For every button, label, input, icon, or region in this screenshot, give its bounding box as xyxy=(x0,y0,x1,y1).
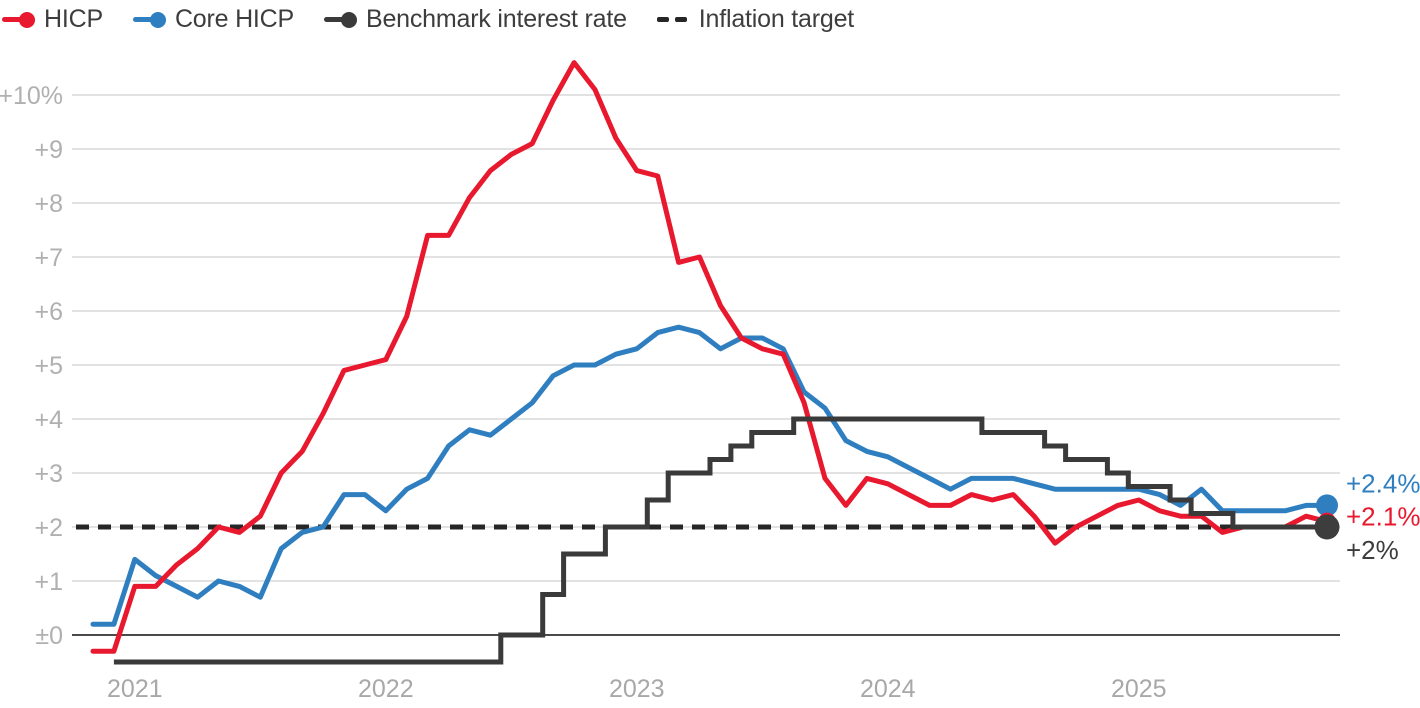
x-tick-label-2025: 2025 xyxy=(1111,675,1167,703)
x-tick-label-2023: 2023 xyxy=(609,675,665,703)
benchmark-line-dot-marker xyxy=(324,11,357,28)
y-tick-label-+5: +5 xyxy=(34,352,63,380)
y-tick-label-+3: +3 xyxy=(34,460,63,488)
inflation-target-dashes-marker xyxy=(656,17,690,22)
core-hicp-end-dot xyxy=(1316,494,1338,517)
y-tick-label-+8: +8 xyxy=(34,190,63,218)
core-hicp-line-dot-marker xyxy=(132,11,166,28)
y-tick-label-±0: ±0 xyxy=(35,622,63,650)
y-tick-label-+10%: +10% xyxy=(0,82,63,110)
y-tick-label-+4: +4 xyxy=(34,406,63,434)
y-tick-label-+6: +6 xyxy=(34,298,63,326)
legend-item-benchmark-rate: Benchmark interest rate xyxy=(324,5,627,34)
hicp-line xyxy=(90,60,1330,654)
y-tick-label-+7: +7 xyxy=(34,244,63,272)
core-hicp-end-label: +2.4% xyxy=(1346,468,1420,498)
y-tick-label-+1: +1 xyxy=(34,568,63,596)
x-tick-label-2021: 2021 xyxy=(107,675,163,703)
legend-label-core-hicp: Core HICP xyxy=(174,5,294,33)
legend-item-inflation-target: Inflation target xyxy=(656,5,855,34)
legend-label-hicp: HICP xyxy=(44,5,103,33)
hicp-line-dot-marker xyxy=(2,11,35,28)
benchmark-interest-rate-end-label: +2% xyxy=(1346,535,1399,565)
hicp-end-label: +2.1% xyxy=(1346,502,1420,532)
y-tick-label-+2: +2 xyxy=(34,514,63,542)
x-tick-label-2024: 2024 xyxy=(860,675,916,703)
benchmark-interest-rate-line xyxy=(113,416,1327,665)
legend-label-benchmark-rate: Benchmark interest rate xyxy=(366,5,627,33)
legend-label-inflation-target: Inflation target xyxy=(698,5,855,33)
y-tick-label-+9: +9 xyxy=(34,136,63,164)
chart-legend: HICP Core HICP Benchmark interest rate I… xyxy=(2,5,854,34)
x-tick-label-2022: 2022 xyxy=(358,675,414,703)
legend-item-hicp: HICP xyxy=(2,5,103,34)
benchmark-interest-rate-end-dot xyxy=(1314,514,1340,540)
core-hicp-line xyxy=(90,324,1330,627)
legend-item-core-hicp: Core HICP xyxy=(132,5,294,34)
